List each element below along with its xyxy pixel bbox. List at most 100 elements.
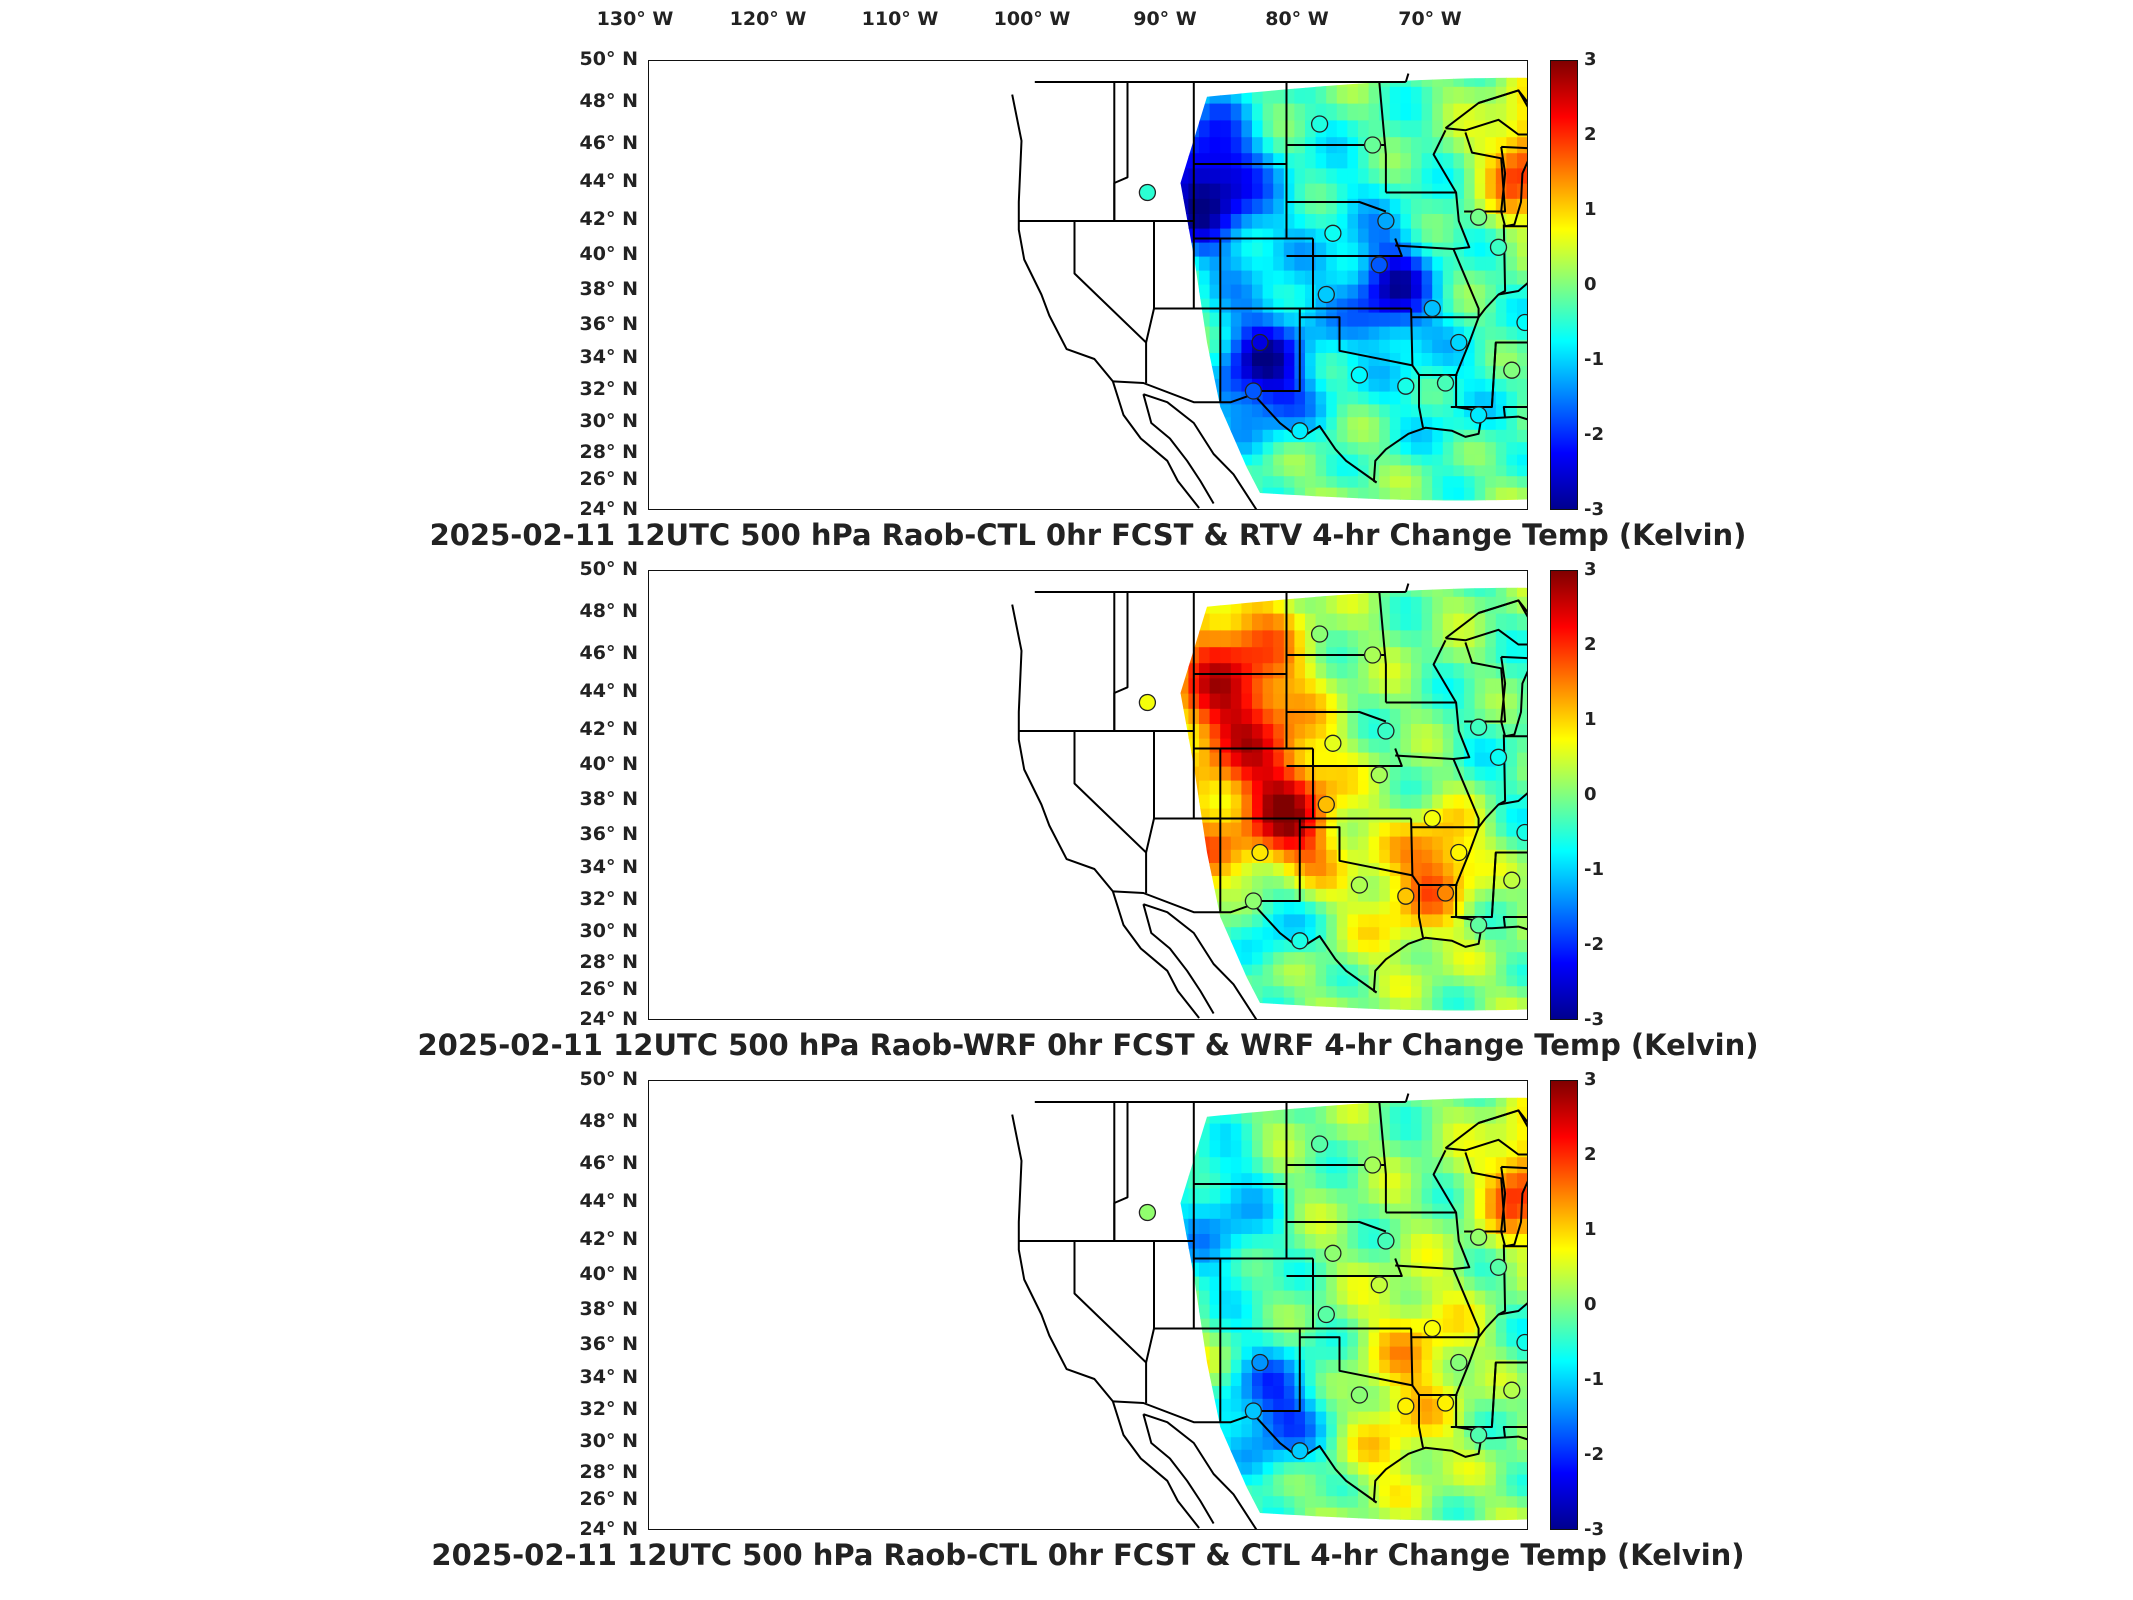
- station-marker: [1423, 299, 1441, 318]
- lat-label: 30° N: [579, 920, 638, 942]
- colorbar-tick-label: 0: [1584, 274, 1597, 295]
- lon-label-3: 100° W: [993, 8, 1071, 30]
- colorbar-tick-label: 2: [1584, 634, 1597, 655]
- lat-label: 38° N: [579, 788, 638, 810]
- station-marker: [1397, 887, 1415, 905]
- colorbar-tick-label: 1: [1584, 1219, 1597, 1240]
- panel-title: 2025-02-11 12UTC 500 hPa Raob-WRF 0hr FC…: [417, 1028, 1759, 1062]
- station-marker: [1251, 333, 1269, 352]
- lat-label: 50° N: [579, 48, 638, 70]
- station-marker: [1324, 734, 1342, 752]
- station-marker: [1436, 1394, 1455, 1412]
- lat-label: 50° N: [579, 558, 638, 580]
- lat-label: 44° N: [579, 680, 638, 702]
- station-marker: [1251, 1353, 1269, 1372]
- temperature-map: [1011, 1093, 1527, 1529]
- panel-title: 2025-02-11 12UTC 500 hPa Raob-CTL 0hr FC…: [431, 1538, 1745, 1572]
- station-marker: [1377, 1232, 1395, 1250]
- map-panel-1: 50° N 48° N 46° N 44° N 42° N 40° N 38° N 36° N…: [0, 48, 2133, 560]
- station-marker: [1503, 1381, 1521, 1399]
- colorbar-tick-label: -3: [1584, 1009, 1604, 1030]
- colorbar-tick-label: -3: [1584, 1519, 1604, 1540]
- station-marker: [1244, 892, 1263, 910]
- station-marker: [1138, 693, 1157, 712]
- colorbar-tick-label: -1: [1584, 349, 1604, 370]
- station-marker: [1377, 722, 1395, 740]
- station-marker: [1397, 1397, 1415, 1415]
- colorbar-tick-label: -2: [1584, 1444, 1604, 1465]
- station-marker: [1324, 224, 1342, 242]
- lat-label: 44° N: [579, 1190, 638, 1212]
- station-marker: [1310, 115, 1329, 133]
- colorbar-tick-label: -3: [1584, 499, 1604, 520]
- lat-label: 24° N: [579, 1008, 638, 1030]
- lon-label-0: 130° W: [596, 8, 674, 30]
- colorbar-tick-label: -1: [1584, 1369, 1604, 1390]
- station-marker: [1291, 422, 1309, 440]
- colorbar-tick-label: -2: [1584, 424, 1604, 445]
- lat-label: 40° N: [579, 753, 638, 775]
- lon-label-6: 70° W: [1398, 8, 1462, 30]
- lat-label: 42° N: [579, 718, 638, 740]
- map-panel-3: 50° N 48° N 46° N 44° N 42° N 40° N 38° N 36° N…: [0, 1068, 2133, 1580]
- lat-label: 50° N: [579, 1068, 638, 1090]
- colorbar: [1550, 570, 1578, 1020]
- station-marker: [1244, 1402, 1263, 1420]
- station-marker: [1489, 748, 1508, 766]
- lat-label: 40° N: [579, 243, 638, 265]
- lat-label: 48° N: [579, 1110, 638, 1132]
- colorbar-tick-label: 0: [1584, 784, 1597, 805]
- station-marker: [1397, 377, 1415, 395]
- lon-label-4: 90° W: [1133, 8, 1197, 30]
- station-marker: [1310, 625, 1329, 643]
- lat-label: 34° N: [579, 346, 638, 368]
- colorbar-tick-label: 3: [1584, 559, 1597, 580]
- lat-label: 36° N: [579, 1333, 638, 1355]
- colorbar: [1550, 1080, 1578, 1530]
- colorbar: [1550, 60, 1578, 510]
- station-marker: [1291, 932, 1309, 950]
- colorbar-tick-label: 0: [1584, 1294, 1597, 1315]
- station-marker: [1489, 238, 1508, 256]
- lat-label: 24° N: [579, 1518, 638, 1540]
- lat-label: 32° N: [579, 378, 638, 400]
- station-marker: [1138, 183, 1157, 202]
- lat-label: 48° N: [579, 90, 638, 112]
- station-marker: [1370, 256, 1388, 274]
- station-marker: [1503, 871, 1521, 889]
- station-marker: [1244, 382, 1263, 400]
- map-area: [648, 570, 1528, 1020]
- station-marker: [1469, 1426, 1488, 1444]
- station-marker: [1503, 361, 1521, 379]
- station-marker: [1516, 1333, 1527, 1352]
- station-marker: [1516, 823, 1527, 842]
- lat-label: 28° N: [579, 441, 638, 463]
- station-marker: [1469, 718, 1488, 736]
- station-marker: [1489, 1258, 1508, 1276]
- station-marker: [1363, 646, 1382, 664]
- panel-title: 2025-02-11 12UTC 500 hPa Raob-CTL 0hr FC…: [429, 518, 1747, 552]
- raob-stations: [1138, 625, 1527, 950]
- station-marker: [1450, 843, 1468, 862]
- station-marker: [1291, 1442, 1309, 1460]
- lat-label: 46° N: [579, 642, 638, 664]
- colorbar-tick-label: 3: [1584, 49, 1597, 70]
- station-marker: [1469, 1228, 1488, 1246]
- lat-label: 24° N: [579, 498, 638, 520]
- lat-label: 30° N: [579, 410, 638, 432]
- station-marker: [1350, 366, 1369, 384]
- station-marker: [1138, 1203, 1157, 1222]
- raob-stations: [1138, 1135, 1527, 1460]
- lat-label: 38° N: [579, 1298, 638, 1320]
- lat-label: 32° N: [579, 1398, 638, 1420]
- station-marker: [1317, 1305, 1335, 1324]
- lat-label: 40° N: [579, 1263, 638, 1285]
- station-marker: [1436, 884, 1455, 902]
- station-marker: [1469, 208, 1488, 226]
- temperature-field: [1180, 1097, 1527, 1521]
- station-marker: [1317, 795, 1335, 814]
- map-panel-2: 50° N 48° N 46° N 44° N 42° N 40° N 38° N 36° N…: [0, 558, 2133, 1070]
- lat-label: 28° N: [579, 951, 638, 973]
- station-marker: [1516, 313, 1527, 332]
- map-boundaries: [1011, 73, 1527, 509]
